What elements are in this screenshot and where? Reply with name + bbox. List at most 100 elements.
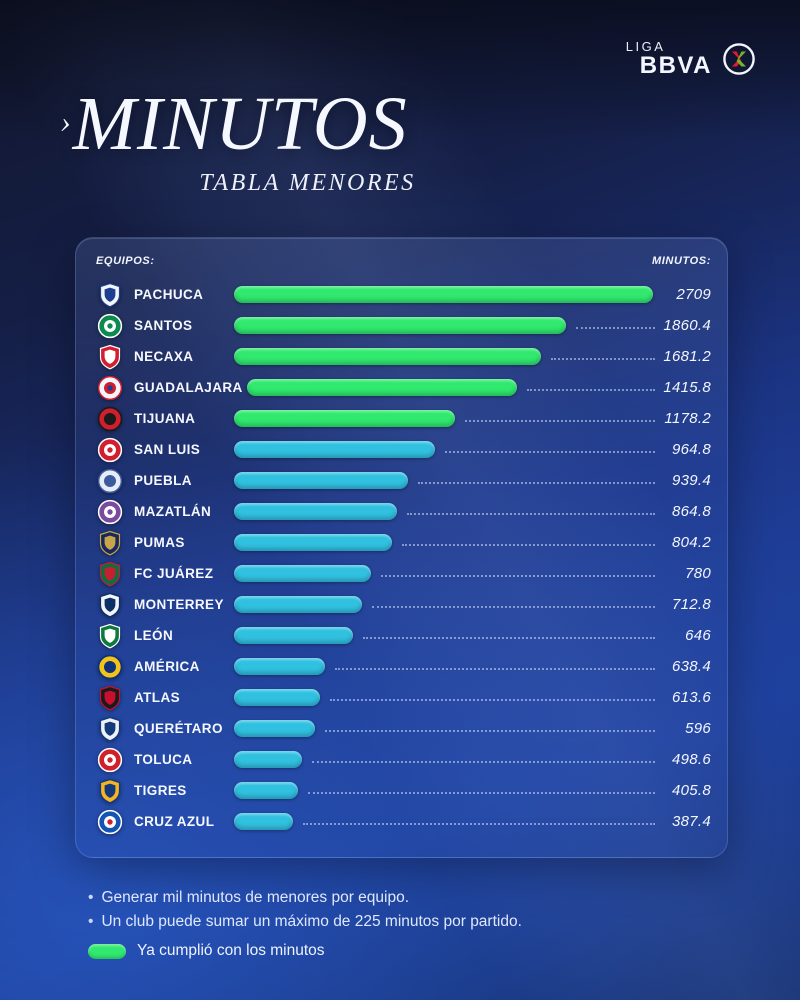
bar-track bbox=[234, 410, 655, 427]
dotted-leader bbox=[308, 791, 655, 794]
team-name: GUADALAJARA bbox=[134, 380, 243, 395]
table-row: SANTOS 1860.4 bbox=[96, 310, 711, 341]
title-chevron: › bbox=[60, 104, 71, 140]
team-minutes: 864.8 bbox=[671, 503, 711, 520]
bar-track bbox=[234, 813, 655, 830]
team-name: CRUZ AZUL bbox=[134, 814, 215, 829]
bar-track bbox=[234, 348, 655, 365]
minutes-bar bbox=[234, 472, 409, 489]
team-minutes: 613.6 bbox=[671, 689, 711, 706]
table-row: PUMAS 804.2 bbox=[96, 527, 711, 558]
table-row: GUADALAJARA 1415.8 bbox=[96, 372, 711, 403]
dotted-leader bbox=[334, 667, 655, 670]
team-logo bbox=[96, 685, 124, 711]
team-minutes: 387.4 bbox=[671, 813, 711, 830]
team-logo bbox=[96, 406, 124, 432]
minutes-bar bbox=[234, 286, 653, 303]
dotted-leader bbox=[526, 388, 655, 391]
brand-bbva-label: BBVA bbox=[639, 52, 712, 79]
team-minutes: 638.4 bbox=[671, 658, 711, 675]
minutes-bar bbox=[246, 379, 517, 396]
minutes-bar bbox=[234, 503, 397, 520]
table-row: FC JUÁREZ 780 bbox=[96, 558, 711, 589]
team-name: TOLUCA bbox=[134, 752, 193, 767]
minutes-table-panel: EQUIPOS: MINUTOS: PACHUCA 2709 SANTOS 18… bbox=[75, 237, 728, 858]
minutes-bar bbox=[234, 689, 320, 706]
table-header-row: EQUIPOS: MINUTOS: bbox=[96, 252, 711, 270]
bar-track bbox=[234, 751, 655, 768]
team-minutes: 712.8 bbox=[671, 596, 711, 613]
team-logo bbox=[96, 809, 124, 835]
dotted-leader bbox=[380, 574, 655, 577]
title-text: MINUTOS bbox=[72, 82, 408, 166]
minutes-bar bbox=[234, 813, 293, 830]
brand-wordmark: LIGA BBVA bbox=[626, 40, 712, 78]
minutes-bar bbox=[234, 627, 353, 644]
team-name: LEÓN bbox=[134, 628, 174, 643]
minutes-bar bbox=[234, 348, 542, 365]
team-logo bbox=[96, 437, 124, 463]
team-rows: PACHUCA 2709 SANTOS 1860.4 NECAXA 1681.2 bbox=[96, 279, 711, 837]
bar-track bbox=[234, 720, 655, 737]
dotted-leader bbox=[324, 729, 655, 732]
team-logo bbox=[96, 561, 124, 587]
table-row: AMÉRICA 638.4 bbox=[96, 651, 711, 682]
table-row: PUEBLA 939.4 bbox=[96, 465, 711, 496]
minutes-bar bbox=[234, 317, 567, 334]
team-name: SANTOS bbox=[134, 318, 193, 333]
minutes-bar bbox=[234, 596, 362, 613]
bullet-icon: • bbox=[88, 889, 94, 906]
team-name: PUMAS bbox=[134, 535, 185, 550]
bar-track bbox=[234, 782, 655, 799]
team-name: AMÉRICA bbox=[134, 659, 200, 674]
page-title: ›MINUTOS bbox=[60, 86, 485, 162]
team-minutes: 1860.4 bbox=[663, 317, 711, 334]
bar-track bbox=[234, 565, 655, 582]
team-name: ATLAS bbox=[134, 690, 180, 705]
dotted-leader bbox=[362, 636, 655, 639]
table-row: NECAXA 1681.2 bbox=[96, 341, 711, 372]
table-row: ATLAS 613.6 bbox=[96, 682, 711, 713]
bar-track bbox=[234, 627, 655, 644]
team-logo bbox=[96, 747, 124, 773]
footnote-text: Generar mil minutos de menores por equip… bbox=[101, 889, 410, 906]
dotted-leader bbox=[329, 698, 655, 701]
team-minutes: 804.2 bbox=[671, 534, 711, 551]
dotted-leader bbox=[406, 512, 655, 515]
bar-track bbox=[234, 596, 655, 613]
legend-label: Ya cumplió con los minutos bbox=[137, 942, 325, 959]
dotted-leader bbox=[371, 605, 655, 608]
dotted-leader bbox=[444, 450, 655, 453]
team-name: MONTERREY bbox=[134, 597, 224, 612]
bullet-icon: • bbox=[88, 913, 94, 931]
team-minutes: 646 bbox=[685, 627, 711, 644]
minutes-bar bbox=[234, 658, 325, 675]
dotted-leader bbox=[302, 822, 655, 825]
bar-track bbox=[234, 472, 655, 489]
team-name: PACHUCA bbox=[134, 287, 204, 302]
table-row: TOLUCA 498.6 bbox=[96, 744, 711, 775]
table-row: MAZATLÁN 864.8 bbox=[96, 496, 711, 527]
team-logo bbox=[96, 592, 124, 618]
legend: Ya cumplió con los minutos bbox=[88, 942, 325, 960]
team-logo bbox=[96, 468, 124, 494]
table-row: TIGRES 405.8 bbox=[96, 775, 711, 806]
team-logo bbox=[96, 530, 124, 556]
table-row: QUERÉTARO 596 bbox=[96, 713, 711, 744]
footnotes: • Generar mil minutos de menores por equ… bbox=[88, 886, 522, 934]
team-name: SAN LUIS bbox=[134, 442, 201, 457]
team-minutes: 405.8 bbox=[671, 782, 711, 799]
minutes-bar bbox=[234, 534, 392, 551]
bar-track bbox=[246, 379, 655, 396]
team-minutes: 2709 bbox=[676, 286, 711, 303]
team-minutes: 939.4 bbox=[671, 472, 711, 489]
footnote-text: Un club puede sumar un máximo de 225 min… bbox=[101, 913, 522, 931]
liga-mx-logo-icon bbox=[723, 43, 755, 75]
team-minutes: 1681.2 bbox=[663, 348, 711, 365]
footnote-item: • Generar mil minutos de menores por equ… bbox=[88, 886, 522, 910]
minutes-bar bbox=[234, 410, 456, 427]
dotted-leader bbox=[401, 543, 655, 546]
team-logo bbox=[96, 654, 124, 680]
column-header-minutos: MINUTOS: bbox=[652, 255, 711, 267]
team-name: TIJUANA bbox=[134, 411, 196, 426]
